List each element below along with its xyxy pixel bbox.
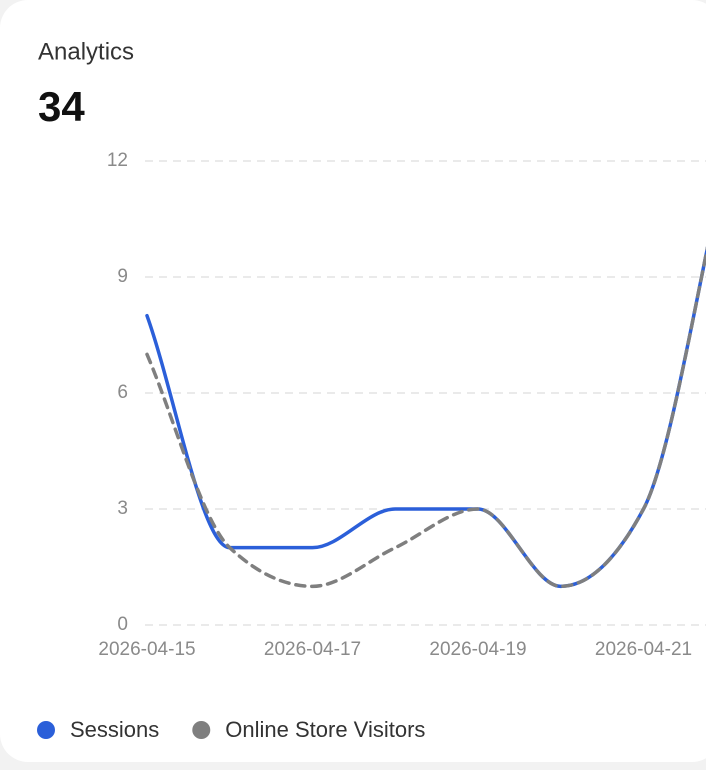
y-tick-label: 6 — [117, 382, 128, 403]
x-tick-label: 2026-04-19 — [429, 639, 526, 660]
legend-marker — [192, 721, 211, 739]
x-tick-label: 2026-04-15 — [98, 639, 195, 660]
total-value: 34 — [38, 83, 85, 130]
series-line — [145, 246, 706, 589]
y-tick-label: 3 — [117, 498, 128, 519]
card-title: Analytics — [38, 38, 134, 65]
series-line — [145, 246, 706, 589]
legend-label: Online Store Visitors — [225, 717, 425, 742]
legend-label: Sessions — [70, 717, 159, 742]
legend-marker — [37, 721, 55, 739]
x-tick-label: 2026-04-17 — [264, 639, 361, 660]
y-tick-label: 0 — [117, 614, 128, 635]
x-tick-label: 2026-04-21 — [595, 639, 692, 660]
y-tick-label: 9 — [117, 266, 128, 287]
y-tick-label: 12 — [107, 150, 128, 171]
